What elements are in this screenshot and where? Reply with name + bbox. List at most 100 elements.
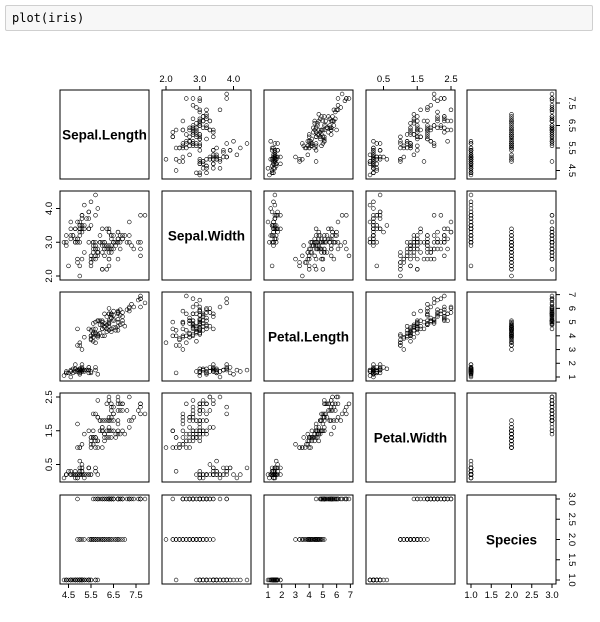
data-point [200,401,206,406]
data-point [104,537,110,542]
data-point [322,401,327,406]
data-point [102,438,107,444]
data-point [438,496,444,502]
data-point [327,418,332,423]
data-point [308,139,313,144]
data-point [93,340,98,345]
data-point [329,246,334,252]
data-point [102,321,107,326]
data-point [115,311,121,316]
data-point [184,96,189,101]
data-point [102,243,107,248]
data-point [120,408,125,413]
data-point [509,121,514,126]
data-point [271,152,276,158]
data-point [311,435,316,440]
data-point [329,132,334,137]
data-point [217,159,223,164]
data-point [344,404,349,410]
data-point [275,154,280,160]
data-point [371,161,376,167]
data-point [509,159,514,164]
data-point [197,318,203,323]
data-point [111,428,116,433]
data-point [404,537,410,542]
data-point [197,143,203,149]
data-point [61,475,67,481]
data-point [238,145,243,151]
data-point [120,401,125,406]
data-point [549,123,555,128]
data-point [187,418,192,423]
data-point [326,130,331,135]
data-point [100,267,105,272]
data-point [127,425,132,430]
data-point [415,256,420,262]
data-point [431,213,437,218]
data-point [269,170,275,176]
data-point [401,145,406,151]
data-point [324,125,330,131]
panel-petal-width-vs-sepal-length [59,392,150,483]
data-point [442,130,447,135]
data-point [90,428,96,433]
data-point [326,496,331,502]
data-point [307,256,312,262]
data-point [73,475,78,481]
data-point [278,577,283,583]
data-point [95,332,101,337]
data-point [442,307,447,312]
data-point [84,216,89,221]
data-point [331,256,337,262]
data-point [180,308,186,314]
data-point [415,267,420,272]
data-point [408,125,413,131]
code-cell[interactable]: plot(iris) [5,5,593,31]
data-point [115,496,121,502]
data-point [217,394,223,400]
data-point [190,141,196,146]
data-point [329,118,334,124]
data-point [549,317,555,322]
data-point [115,324,121,329]
data-point [173,445,179,450]
data-point [549,105,555,110]
tick-label: 2.0 [505,590,518,601]
data-point [315,431,320,437]
data-point [111,325,116,330]
data-point [109,233,114,238]
data-point [274,157,279,162]
data-point [421,256,427,262]
data-point [371,233,376,238]
data-point [127,418,132,423]
variable-label-petal-length: Petal.Length [268,330,349,345]
panel-sepal-width-vs-sepal-length [59,190,150,281]
data-point [549,250,555,255]
data-point [194,125,199,131]
data-point [322,537,327,542]
data-point [180,537,186,542]
data-point [104,496,110,502]
data-point [367,202,373,208]
data-point [106,428,112,433]
data-point [322,250,327,255]
data-point [315,537,320,542]
tick-label: 3.0 [193,74,206,85]
data-point [344,246,349,252]
data-point [549,302,555,307]
panel-petal-length-vs-species [466,291,557,382]
data-point [224,300,229,306]
data-point [77,465,83,471]
data-point [468,152,474,158]
data-point [120,321,125,326]
data-point [309,435,315,440]
data-point [293,256,298,262]
data-point [197,172,203,178]
data-point [95,398,101,403]
data-point [398,134,403,140]
data-point [197,373,203,378]
data-point [66,370,71,376]
data-point [367,161,373,167]
data-point [418,226,423,232]
data-point [319,143,324,149]
